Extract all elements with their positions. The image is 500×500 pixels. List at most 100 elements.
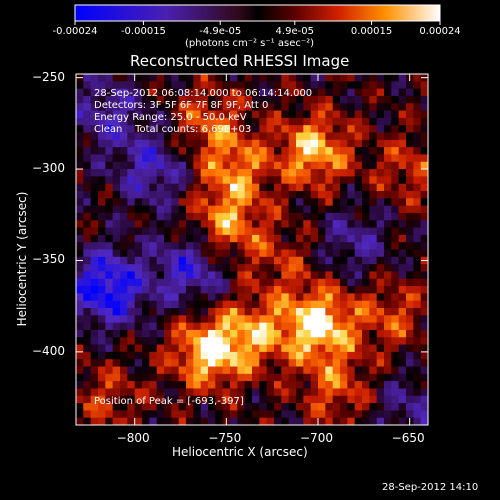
heatmap-cell: [90, 154, 99, 163]
heatmap-cell: [347, 125, 356, 133]
heatmap-cell: [398, 220, 407, 228]
heatmap-cell: [420, 417, 429, 426]
heatmap-cell: [120, 191, 128, 199]
heatmap-cell: [193, 329, 202, 338]
heatmap-cell: [112, 249, 121, 258]
colorbar-tick-label: -0.00015: [120, 26, 166, 37]
heatmap-cell: [178, 95, 187, 104]
heatmap-cell: [325, 220, 334, 228]
heatmap-cell: [83, 373, 92, 382]
heatmap-cell: [230, 308, 238, 316]
heatmap-cell: [208, 300, 216, 309]
heatmap-cell: [120, 147, 128, 155]
heatmap-cell: [325, 139, 334, 148]
heatmap-cell: [369, 198, 378, 207]
heatmap-cell: [288, 417, 297, 426]
heatmap-cell: [156, 234, 165, 243]
heatmap-cell: [376, 88, 385, 97]
heatmap-cell: [215, 351, 224, 360]
heatmap-cell: [149, 117, 158, 126]
heatmap-cell: [252, 388, 260, 397]
heatmap-cell: [288, 249, 297, 258]
heatmap-cell: [398, 212, 407, 221]
heatmap-cell: [230, 147, 238, 155]
heatmap-cell: [274, 234, 282, 243]
heatmap-cell: [325, 417, 334, 426]
y-tick-label: −250: [32, 69, 65, 84]
heatmap-cell: [215, 242, 224, 250]
heatmap-cell: [178, 329, 187, 338]
heatmap-cell: [178, 139, 187, 148]
heatmap-cell: [230, 110, 238, 119]
heatmap-cell: [98, 403, 106, 411]
heatmap-cell: [127, 198, 136, 207]
heatmap-cell: [340, 154, 348, 163]
heatmap-cell: [237, 161, 246, 170]
heatmap-cell: [369, 410, 378, 419]
heatmap-cell: [391, 74, 400, 82]
heatmap-cell: [237, 205, 246, 214]
heatmap-cell: [281, 74, 290, 82]
heatmap-cell: [193, 103, 202, 111]
heatmap-cell: [384, 205, 392, 214]
heatmap-cell: [149, 256, 158, 265]
heatmap-cell: [105, 366, 114, 375]
heatmap-cell: [288, 176, 297, 185]
heatmap-cell: [340, 249, 348, 258]
heatmap-cell: [420, 191, 429, 199]
heatmap-cell: [222, 117, 231, 126]
heatmap-cell: [134, 169, 143, 177]
heatmap-cell: [178, 278, 187, 287]
heatmap-cell: [303, 205, 312, 214]
heatmap-cell: [318, 344, 326, 353]
heatmap-cell: [127, 103, 136, 111]
heatmap-cell: [244, 154, 253, 163]
heatmap-cell: [186, 271, 194, 280]
heatmap-cell: [186, 212, 194, 221]
heatmap-cell: [391, 359, 400, 367]
heatmap-cell: [237, 95, 246, 104]
heatmap-cell: [237, 212, 246, 221]
heatmap-cell: [208, 337, 216, 345]
heatmap-cell: [288, 139, 297, 148]
heatmap-cell: [105, 381, 114, 389]
heatmap-cell: [230, 74, 238, 82]
heatmap-cell: [369, 395, 378, 404]
heatmap-cell: [83, 95, 92, 104]
heatmap-cell: [347, 395, 356, 404]
heatmap-cell: [266, 110, 275, 119]
heatmap-cell: [193, 242, 202, 250]
heatmap-cell: [420, 227, 429, 236]
heatmap-cell: [142, 410, 150, 419]
colorbar-tick-label: 0.00024: [419, 26, 461, 37]
heatmap-cell: [171, 359, 180, 367]
heatmap-cell: [120, 308, 128, 316]
heatmap-cell: [149, 154, 158, 163]
heatmap-cell: [252, 191, 260, 199]
heatmap-cell: [90, 139, 99, 148]
heatmap-cell: [266, 132, 275, 141]
heatmap-cell: [222, 103, 231, 111]
heatmap-cell: [244, 388, 253, 397]
heatmap-cell: [369, 212, 378, 221]
heatmap-cell: [215, 88, 224, 97]
heatmap-cell: [340, 381, 348, 389]
heatmap-cell: [164, 410, 172, 419]
heatmap-cell: [230, 88, 238, 97]
x-tick-label: −650: [391, 431, 425, 445]
heatmap-cell: [149, 234, 158, 243]
heatmap-cell: [259, 359, 268, 367]
heatmap-cell: [303, 300, 312, 309]
heatmap-cell: [90, 278, 99, 287]
heatmap-cell: [332, 337, 341, 345]
heatmap-cell: [288, 256, 297, 265]
heatmap-cell: [354, 256, 363, 265]
heatmap-cell: [413, 388, 422, 397]
heatmap-cell: [413, 271, 422, 280]
heatmap-cell: [303, 337, 312, 345]
heatmap-cell: [325, 308, 334, 316]
heatmap-cell: [303, 359, 312, 367]
heatmap-cell: [296, 278, 304, 287]
heatmap-cell: [193, 234, 202, 243]
heatmap-cell: [83, 300, 92, 309]
